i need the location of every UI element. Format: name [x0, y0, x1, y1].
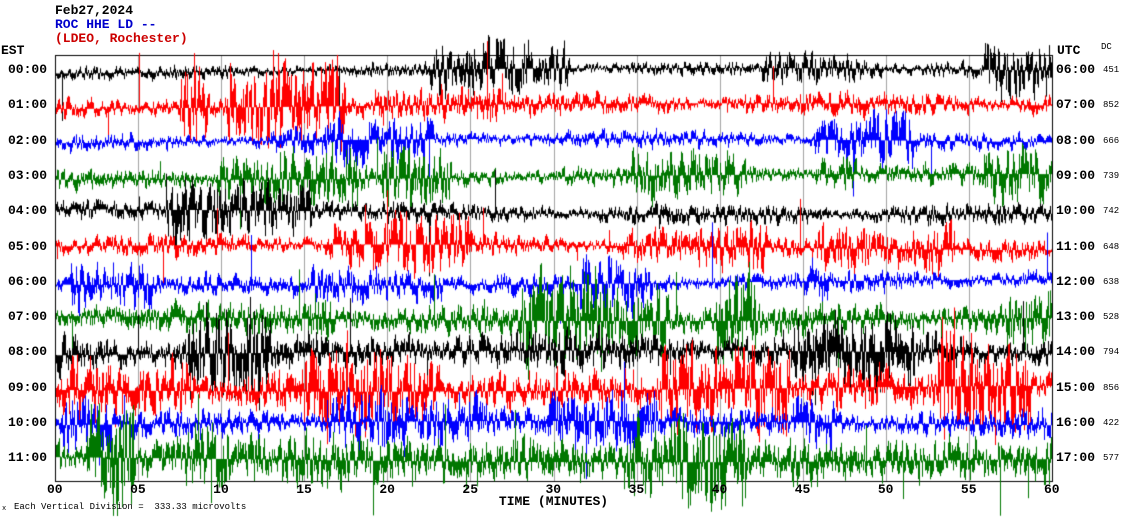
dc-value: 648: [1103, 241, 1120, 252]
est-time-label: 10:00: [8, 415, 48, 430]
footnote-marker: x: [2, 505, 7, 513]
utc-time-label: 12:00: [1056, 273, 1096, 289]
utc-time-label: 15:00: [1056, 379, 1096, 395]
dc-value: 742: [1103, 206, 1120, 217]
est-time-label: 11:00: [8, 450, 48, 466]
dc-value: 638: [1103, 276, 1120, 287]
dc-value: 528: [1103, 312, 1120, 323]
station-label: ROC HHE LD --: [55, 17, 157, 32]
utc-time-label: 06:00: [1056, 62, 1096, 77]
dc-value: 739: [1103, 170, 1120, 181]
x-tick-label: 15: [296, 482, 312, 497]
est-axis-label: EST: [1, 43, 25, 58]
utc-axis-label: UTC: [1057, 43, 1081, 58]
utc-time-label: 16:00: [1056, 415, 1096, 430]
vertical-division-footnote: Each Vertical Division = 333.33 microvol…: [14, 502, 247, 512]
x-tick-label: 25: [462, 482, 479, 497]
dc-value: 856: [1103, 382, 1120, 393]
est-time-label: 00:00: [8, 62, 48, 77]
utc-time-label: 10:00: [1056, 203, 1096, 219]
utc-time-label: 09:00: [1056, 167, 1096, 183]
est-time-label: 08:00: [8, 344, 48, 360]
est-time-label: 05:00: [8, 238, 48, 254]
x-tick-label: 10: [213, 482, 229, 497]
x-tick-label: 40: [711, 482, 728, 497]
x-tick-label: 60: [1044, 482, 1060, 497]
x-tick-label: 20: [379, 482, 395, 497]
location-label: (LDEO, Rochester): [55, 31, 188, 46]
x-tick-label: 30: [545, 482, 562, 497]
utc-time-label: 13:00: [1056, 309, 1096, 325]
est-time-label: 06:00: [8, 273, 48, 289]
x-tick-label: 50: [877, 482, 894, 497]
utc-time-label: 08:00: [1056, 132, 1096, 148]
utc-time-label: 17:00: [1056, 450, 1096, 466]
est-time-label: 01:00: [8, 97, 48, 113]
dc-value: 577: [1103, 453, 1120, 464]
est-time-label: 03:00: [8, 167, 48, 183]
est-time-label: 09:00: [8, 379, 48, 395]
dc-value: 852: [1103, 100, 1120, 111]
x-tick-label: 05: [130, 482, 146, 497]
est-time-label: 07:00: [8, 309, 48, 325]
utc-time-label: 14:00: [1056, 344, 1096, 360]
x-axis-title: TIME (MINUTES): [498, 494, 609, 509]
dc-value: 422: [1103, 418, 1120, 428]
dc-axis-label: DC: [1101, 42, 1112, 52]
x-tick-label: 45: [794, 482, 811, 497]
dc-value: 794: [1103, 347, 1120, 358]
utc-time-label: 07:00: [1056, 97, 1096, 113]
est-time-label: 04:00: [8, 203, 48, 219]
x-tick-label: 55: [960, 482, 977, 497]
utc-time-label: 11:00: [1056, 238, 1096, 254]
x-tick-label: 35: [628, 482, 645, 497]
est-time-label: 02:00: [8, 132, 48, 148]
dc-value: 451: [1103, 65, 1120, 75]
x-tick-label: 00: [47, 482, 63, 497]
dc-value: 666: [1103, 135, 1120, 146]
date-label: Feb27,2024: [55, 3, 134, 18]
